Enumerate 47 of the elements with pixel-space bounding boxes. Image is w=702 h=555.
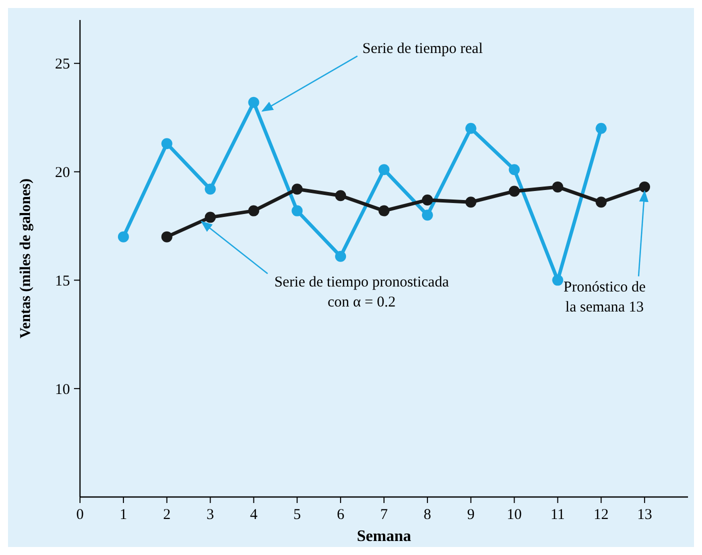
point <box>204 212 216 223</box>
x-tick-label: 6 <box>336 507 345 523</box>
point <box>508 164 520 176</box>
point <box>639 181 650 192</box>
point <box>422 194 433 206</box>
y-tick-label: 25 <box>55 56 70 73</box>
annotation: Serie de tiempo pronosticada con α = 0.2 <box>274 274 450 311</box>
point <box>552 274 564 286</box>
x-tick-label: 0 <box>76 507 84 523</box>
point <box>204 184 216 195</box>
x-tick-label: 2 <box>163 507 171 523</box>
point <box>161 231 172 242</box>
point <box>465 122 476 134</box>
point <box>552 181 564 192</box>
x-tick-label: 7 <box>380 507 388 523</box>
point <box>378 205 390 216</box>
x-tick-label: 8 <box>424 507 432 523</box>
x-tick-label: 12 <box>594 507 609 523</box>
point <box>378 164 390 176</box>
x-axis-title: Semana <box>356 528 412 545</box>
point <box>335 250 346 262</box>
x-tick-label: 3 <box>206 507 214 523</box>
point <box>335 190 346 202</box>
point <box>596 196 607 208</box>
y-tick-label: 10 <box>55 382 70 398</box>
x-tick-label: 11 <box>550 507 565 523</box>
x-tick-label: 4 <box>250 507 258 523</box>
point <box>465 196 476 208</box>
point <box>161 138 172 150</box>
y-tick-label: 15 <box>55 273 70 290</box>
point <box>292 205 303 216</box>
x-tick-label: 5 <box>293 507 301 523</box>
point <box>508 186 520 197</box>
y-tick-label: 20 <box>55 165 70 182</box>
x-tick-label: 13 <box>637 507 652 523</box>
point <box>118 231 129 242</box>
x-tick-label: 10 <box>506 507 522 523</box>
point <box>292 184 303 195</box>
annotation: Pronóstico de la semana 13 <box>564 279 646 316</box>
y-axis-title: Ventas (miles de galones) <box>18 178 34 338</box>
point <box>596 122 607 134</box>
x-tick-label: 9 <box>467 507 475 523</box>
x-tick-label: 1 <box>120 507 128 523</box>
point <box>422 210 433 221</box>
point <box>248 96 260 108</box>
annotation: Serie de tiempo real <box>362 41 483 58</box>
point <box>248 205 260 216</box>
